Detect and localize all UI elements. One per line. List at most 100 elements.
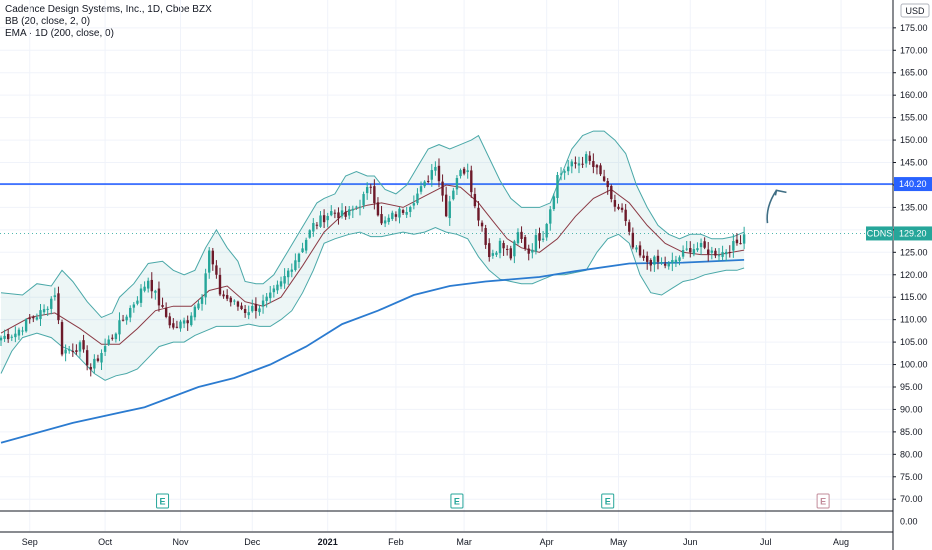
candle-body — [495, 252, 498, 255]
candle-body — [283, 276, 286, 284]
candle — [6, 328, 10, 343]
candle — [139, 284, 143, 308]
candle-body — [398, 208, 401, 218]
price-tick-label: 80.00 — [900, 449, 923, 459]
candle — [362, 191, 365, 209]
candle-body — [93, 358, 96, 369]
candle — [340, 203, 344, 219]
symbol-tag-box — [866, 226, 893, 241]
price-tick-label: 115.00 — [900, 292, 927, 302]
candle — [656, 249, 660, 270]
candle-body — [222, 294, 225, 297]
candle — [279, 276, 283, 290]
candle-body — [197, 303, 200, 309]
ema-indicator-label[interactable]: EMA · 1D (200, close, 0) — [5, 28, 114, 39]
candle — [215, 260, 218, 279]
candle — [175, 320, 179, 329]
candle-body — [617, 206, 620, 209]
candle-body — [373, 186, 376, 204]
arrow-drawing[interactable] — [766, 189, 787, 224]
candle-body — [473, 193, 477, 207]
candle — [610, 184, 613, 203]
earnings-marker[interactable]: E — [156, 493, 170, 509]
candle-body — [344, 211, 347, 217]
candle — [559, 167, 563, 181]
candle-body — [215, 265, 218, 275]
earnings-marker-box — [156, 493, 170, 509]
candle — [333, 209, 337, 219]
candle — [523, 234, 527, 251]
candle-body — [254, 303, 258, 311]
candle-body — [53, 295, 57, 297]
candle — [254, 297, 258, 319]
candle-body — [182, 320, 186, 324]
candle-body — [154, 290, 157, 293]
candle-body — [584, 154, 588, 164]
candle — [631, 227, 635, 250]
candle-body — [358, 206, 362, 208]
candle-body — [717, 255, 721, 257]
earnings-marker[interactable]: E — [601, 493, 615, 509]
candle — [441, 174, 444, 202]
candle — [717, 248, 721, 262]
price-tick-label: 70.00 — [900, 494, 923, 504]
chart-legend: Cadence Design Systems, Inc., 1D, Cboe B… — [5, 4, 212, 40]
candle-body — [251, 306, 254, 312]
candle — [502, 240, 505, 256]
candle — [423, 180, 426, 189]
price-tick-label: 145.00 — [900, 158, 928, 168]
candle — [111, 334, 114, 341]
candle — [312, 218, 315, 237]
bb-indicator-label[interactable]: BB (20, close, 2, 0) — [5, 16, 91, 27]
candle-body — [613, 200, 617, 207]
candle — [646, 251, 649, 270]
candle-body — [71, 350, 74, 352]
time-tick-label: Aug — [833, 537, 849, 547]
candle-body — [96, 358, 100, 361]
candle — [28, 314, 31, 324]
candle-body — [243, 309, 247, 313]
candle — [401, 208, 405, 215]
time-tick-label: Apr — [540, 537, 554, 547]
candle-body — [653, 256, 656, 265]
candle-body — [376, 202, 380, 216]
price-tick-label: 110.00 — [900, 315, 927, 325]
price-tick-label: 125.00 — [900, 247, 928, 257]
candle — [409, 205, 412, 218]
candle — [681, 245, 685, 259]
candle-body — [340, 210, 344, 217]
candle-body — [689, 248, 692, 253]
candle — [617, 203, 620, 211]
candle-body — [301, 248, 304, 253]
arrow-head — [774, 189, 787, 196]
candle — [642, 249, 645, 261]
candle-body — [46, 308, 49, 310]
candle-body — [315, 224, 319, 226]
candle-body — [606, 181, 609, 188]
candle-body — [348, 209, 351, 216]
candle-body — [577, 163, 581, 166]
candle — [240, 302, 243, 311]
candle-body — [531, 249, 534, 253]
candle — [509, 245, 512, 261]
candle-body — [516, 232, 520, 244]
candle-body — [491, 253, 495, 256]
candle-body — [143, 286, 146, 291]
candle — [297, 252, 301, 269]
earnings-marker[interactable]: E — [816, 493, 830, 509]
candle-body — [290, 269, 293, 272]
candle-body — [638, 245, 642, 256]
candle-body — [330, 211, 333, 216]
candle — [531, 243, 534, 259]
candle-body — [287, 270, 290, 278]
candle — [276, 280, 279, 294]
candle-body — [462, 168, 466, 174]
candle — [405, 206, 408, 219]
candle-body — [642, 255, 645, 259]
earnings-marker[interactable]: E — [450, 493, 464, 509]
candle-body — [721, 252, 724, 257]
candle-body — [146, 280, 150, 289]
candle — [595, 163, 599, 175]
